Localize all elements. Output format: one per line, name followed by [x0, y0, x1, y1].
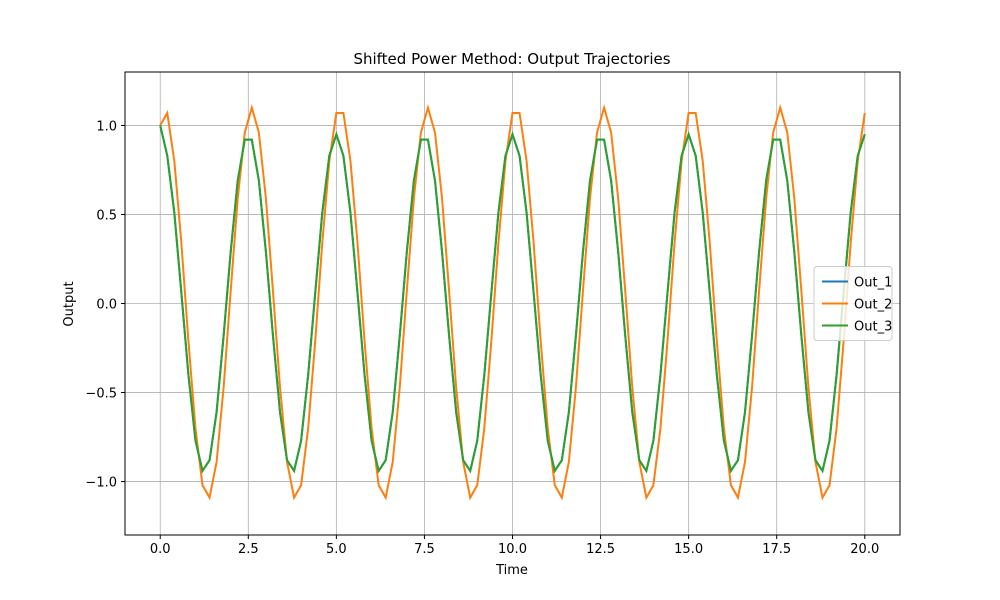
- x-tick-label: 7.5: [414, 542, 435, 557]
- x-tick-label: 15.0: [674, 542, 703, 557]
- series-line: [159, 125, 866, 474]
- x-tick-label: 17.5: [762, 542, 791, 557]
- x-tick-label: 5.0: [326, 542, 347, 557]
- legend-label: Out_1: [854, 276, 892, 291]
- series-line: [159, 103, 866, 501]
- chart-title: Shifted Power Method: Output Trajectorie…: [353, 50, 670, 68]
- plot-frame: [124, 71, 901, 536]
- x-tick-label: 0.0: [150, 542, 171, 557]
- y-tick-label: −0.5: [85, 387, 117, 402]
- y-tick-label: 0.0: [96, 298, 117, 313]
- x-tick-label: 20.0: [850, 542, 879, 557]
- y-tick-label: 1.0: [96, 119, 117, 134]
- y-axis-label: Output: [62, 281, 77, 326]
- x-tick-label: 2.5: [238, 542, 259, 557]
- y-tick-label: 0.5: [96, 208, 117, 223]
- legend-box: [813, 266, 893, 341]
- x-tick-label: 10.0: [498, 542, 527, 557]
- x-tick-label: 12.5: [586, 542, 615, 557]
- x-axis-label: Time: [495, 563, 528, 578]
- legend-label: Out_2: [854, 298, 892, 313]
- y-tick-label: −1.0: [85, 476, 117, 491]
- legend-label: Out_3: [854, 320, 892, 335]
